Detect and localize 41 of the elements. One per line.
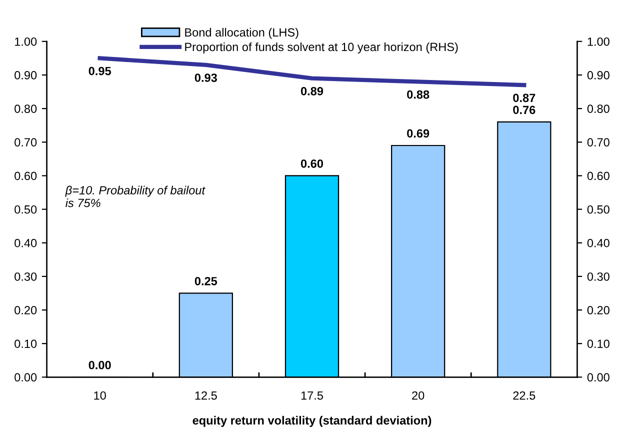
data-label: 0.60 [300, 159, 324, 168]
legend-label: Proportion of funds solvent at 10 year horizon (RHS) [185, 42, 458, 54]
y2-tick-label: 0.60 [587, 172, 610, 180]
y-tick-label: 0.50 [14, 205, 37, 214]
annotation: β=10. Probability of bailout is 75% [65, 186, 206, 208]
y-tick-label: 0.70 [14, 138, 37, 147]
x-tick-label: 22.5 [513, 391, 536, 400]
y2-tick-label: 0.20 [587, 306, 610, 314]
data-label: 0.69 [407, 129, 430, 138]
y-tick-label: 0.20 [14, 306, 37, 314]
x-tick-label: 17.5 [301, 391, 323, 400]
y-tick-label: 0.90 [14, 71, 37, 80]
y-tick-label: 0.80 [14, 104, 37, 113]
x-tick-label: 10 [94, 391, 106, 400]
y2-tick-label: 0.40 [587, 238, 610, 248]
y-tick-label: 0.40 [14, 238, 37, 248]
y-tick-label: 0.60 [14, 172, 37, 180]
data-label: 0.87 [513, 94, 536, 102]
data-label: 0.00 [88, 360, 111, 370]
y2-tick-label: 0.10 [587, 340, 610, 348]
data-label: 0.76 [513, 106, 536, 114]
x-tick-label: 20 [412, 391, 424, 400]
data-label: 0.93 [194, 74, 217, 82]
data-label: 0.25 [194, 276, 218, 286]
legend-label: Bond allocation (LHS) [185, 28, 298, 39]
y2-tick-label: 0.90 [587, 71, 610, 80]
y-tick-label: 0.00 [14, 373, 37, 382]
y2-tick-label: 0.80 [587, 104, 610, 113]
y-tick-label: 0.10 [14, 340, 37, 348]
data-label: 0.89 [300, 86, 324, 96]
y2-tick-label: 0.70 [587, 138, 610, 147]
x-axis-title: equity return volatility (standard deviation) [192, 416, 432, 427]
y2-tick-label: 0.30 [587, 272, 610, 281]
y-tick-label: 0.30 [14, 272, 37, 281]
y-tick-label: 1.00 [15, 37, 37, 46]
y2-tick-label: 1.00 [588, 37, 610, 46]
x-tick-label: 12.5 [195, 391, 217, 400]
data-label: 0.88 [407, 90, 430, 99]
y2-tick-label: 0.50 [587, 205, 610, 214]
data-label: 0.95 [88, 66, 111, 76]
y2-tick-label: 0.00 [587, 373, 610, 382]
